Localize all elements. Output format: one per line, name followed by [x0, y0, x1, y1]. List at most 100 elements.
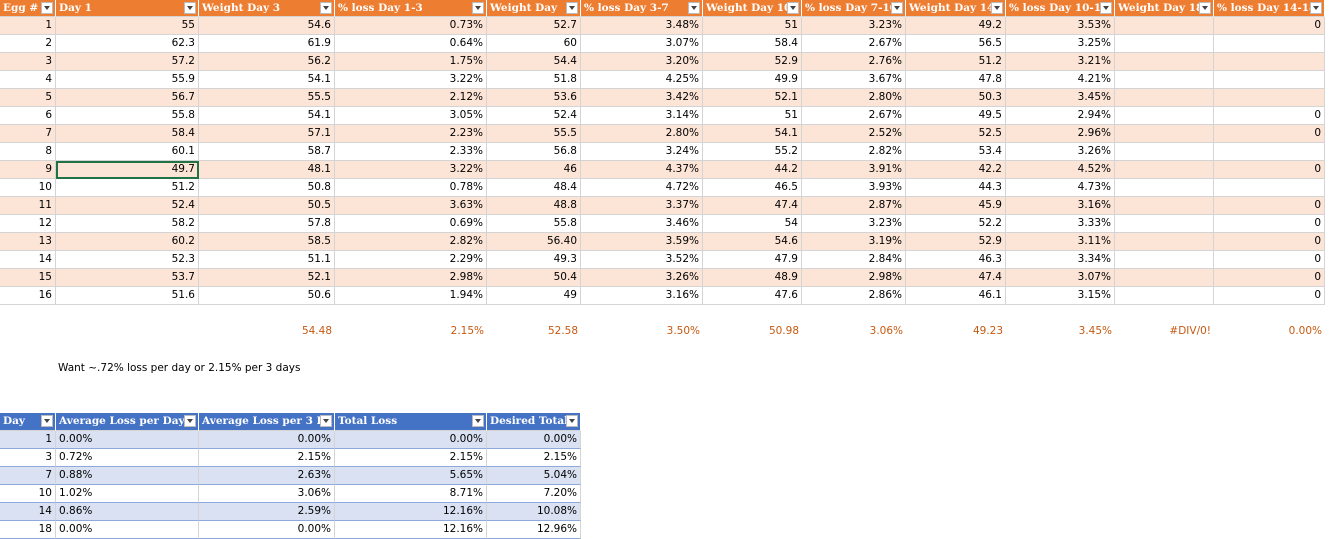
filter-dropdown[interactable] — [472, 2, 484, 14]
cell: 2.80% — [581, 125, 703, 143]
cell: 54.1 — [703, 125, 802, 143]
cell: 4.21% — [1006, 71, 1115, 89]
cell: 1 — [0, 17, 56, 35]
filter-dropdown[interactable] — [320, 2, 332, 14]
cell: 3.34% — [1006, 251, 1115, 269]
filter-dropdown[interactable] — [566, 415, 578, 427]
cell: 2.15% — [199, 449, 335, 467]
cell — [1115, 53, 1214, 71]
cell: 0.00% — [487, 431, 581, 449]
cell: 56.7 — [56, 89, 199, 107]
column-header: Weight Day — [487, 0, 581, 17]
cell: 50.8 — [199, 179, 335, 197]
cell — [1115, 125, 1214, 143]
filter-dropdown[interactable] — [688, 2, 700, 14]
cell: 0 — [1214, 125, 1325, 143]
cell: 5.65% — [335, 467, 487, 485]
cell: 57.8 — [199, 215, 335, 233]
cell: 12.16% — [335, 521, 487, 539]
cell: 4.73% — [1006, 179, 1115, 197]
filter-dropdown[interactable] — [472, 415, 484, 427]
cell: 51 — [703, 107, 802, 125]
cell: 0.00% — [56, 431, 199, 449]
column-header: Average Loss per 3 Da — [199, 413, 335, 431]
cell: 3.24% — [581, 143, 703, 161]
cell: 0.00% — [335, 431, 487, 449]
cell: 3.26% — [581, 269, 703, 287]
cell: 3.37% — [581, 197, 703, 215]
cell: 10 — [0, 485, 56, 503]
cell: 52.1 — [199, 269, 335, 287]
filter-dropdown[interactable] — [184, 415, 196, 427]
cell: 3.33% — [1006, 215, 1115, 233]
filter-dropdown[interactable] — [1100, 2, 1112, 14]
cell: 0.72% — [56, 449, 199, 467]
filter-dropdown[interactable] — [991, 2, 1003, 14]
cell: 5.04% — [487, 467, 581, 485]
cell: 47.4 — [906, 269, 1006, 287]
filter-dropdown[interactable] — [41, 2, 53, 14]
cell: 49 — [487, 287, 581, 305]
cell: 8.71% — [335, 485, 487, 503]
filter-dropdown[interactable] — [787, 2, 799, 14]
cell: 0 — [1214, 215, 1325, 233]
cell: 53.4 — [906, 143, 1006, 161]
cell — [1115, 71, 1214, 89]
cell — [1214, 179, 1325, 197]
cell — [1115, 89, 1214, 107]
cell: 52.1 — [703, 89, 802, 107]
cell: 10.08% — [487, 503, 581, 521]
cell: 52.4 — [487, 107, 581, 125]
cell: 60 — [487, 35, 581, 53]
cell: 61.9 — [199, 35, 335, 53]
cell: 50.3 — [906, 89, 1006, 107]
cell: 3.45% — [1006, 89, 1115, 107]
cell: 58.4 — [56, 125, 199, 143]
summary-cell: 2.15% — [450, 325, 484, 337]
summary-cell: 3.06% — [869, 325, 903, 337]
cell: 49.7 — [56, 161, 199, 179]
cell: 2.67% — [802, 35, 906, 53]
filter-dropdown[interactable] — [41, 415, 53, 427]
cell: 57.1 — [199, 125, 335, 143]
cell: 0 — [1214, 107, 1325, 125]
filter-dropdown[interactable] — [184, 2, 196, 14]
cell: 55.2 — [703, 143, 802, 161]
cell — [1214, 143, 1325, 161]
cell: 3.15% — [1006, 287, 1115, 305]
cell: 4.52% — [1006, 161, 1115, 179]
cell: 0.64% — [335, 35, 487, 53]
cell: 3.23% — [802, 17, 906, 35]
cell: 3.52% — [581, 251, 703, 269]
cell: 3.22% — [335, 71, 487, 89]
filter-dropdown[interactable] — [1310, 2, 1322, 14]
cell: 58.4 — [703, 35, 802, 53]
cell: 6 — [0, 107, 56, 125]
cell: 3.48% — [581, 17, 703, 35]
cell: 12 — [0, 215, 56, 233]
cell: 3.05% — [335, 107, 487, 125]
filter-dropdown[interactable] — [1199, 2, 1211, 14]
cell: 58.5 — [199, 233, 335, 251]
cell: 2.96% — [1006, 125, 1115, 143]
cell — [1115, 143, 1214, 161]
cell: 54.6 — [703, 233, 802, 251]
cell: 1.94% — [335, 287, 487, 305]
column-header: % loss Day 3-7 — [581, 0, 703, 17]
filter-dropdown[interactable] — [566, 2, 578, 14]
cell: 3 — [0, 449, 56, 467]
cell: 62.3 — [56, 35, 199, 53]
column-header: Average Loss per Day — [56, 413, 199, 431]
cell — [1115, 215, 1214, 233]
cell: 3.07% — [1006, 269, 1115, 287]
cell: 2.80% — [802, 89, 906, 107]
cell: 0.69% — [335, 215, 487, 233]
cell: 0.00% — [199, 431, 335, 449]
column-header: Weight Day 10 — [703, 0, 802, 17]
filter-dropdown[interactable] — [891, 2, 903, 14]
cell: 3.07% — [581, 35, 703, 53]
summary-cell: 52.58 — [547, 325, 578, 337]
filter-dropdown[interactable] — [320, 415, 332, 427]
cell: 55.8 — [487, 215, 581, 233]
cell: 53.6 — [487, 89, 581, 107]
